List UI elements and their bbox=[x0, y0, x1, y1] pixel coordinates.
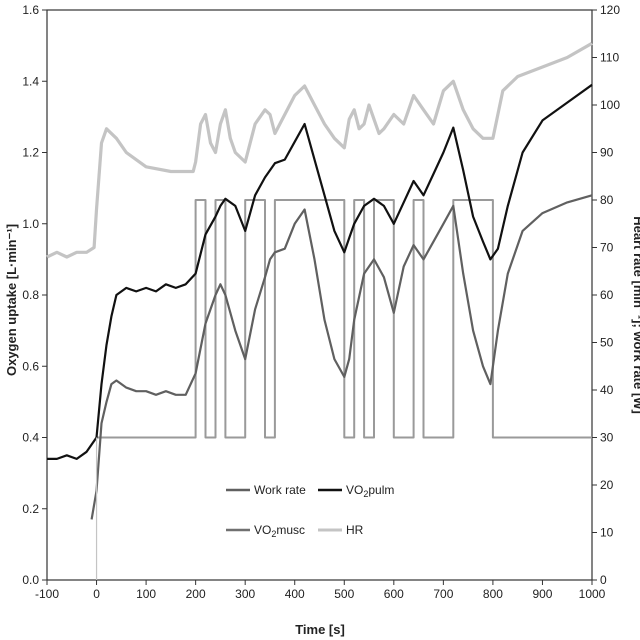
left-y-tick-label: 0.6 bbox=[22, 359, 39, 373]
right-y-tick-label: 80 bbox=[600, 193, 614, 207]
right-y-tick-label: 70 bbox=[600, 241, 614, 255]
right-y-tick-label: 30 bbox=[600, 431, 614, 445]
series-line-hr bbox=[46, 41, 593, 259]
left-y-tick-label: 0.0 bbox=[22, 573, 39, 587]
legend-item-hr: HR bbox=[318, 523, 364, 537]
legend-item-vo2musc: VO2musc bbox=[226, 523, 305, 539]
x-tick-label: 900 bbox=[532, 587, 552, 601]
left-y-tick-label: 1.4 bbox=[22, 74, 39, 88]
legend-label-vo2pulm-sub: 2 bbox=[363, 489, 368, 499]
x-axis-title: Time [s] bbox=[295, 622, 345, 637]
series-layer bbox=[46, 41, 593, 580]
legend: Work rate VO2pulm VO2musc HR bbox=[226, 483, 394, 539]
legend-label-vo2pulm: VO2pulm bbox=[346, 483, 394, 499]
series-line-work-rate bbox=[96, 199, 592, 439]
right-y-tick-label: 20 bbox=[600, 478, 614, 492]
legend-item-work-rate: Work rate bbox=[226, 483, 306, 497]
left-y-tick-label: 1.2 bbox=[22, 146, 39, 160]
x-tick-label: -100 bbox=[35, 587, 59, 601]
right-y-tick-label: 90 bbox=[600, 146, 614, 160]
series-line-vo2musc bbox=[90, 194, 593, 520]
legend-label-vo2musc-sub: 2 bbox=[271, 529, 276, 539]
x-tick-label: 1000 bbox=[579, 587, 606, 601]
legend-label-vo2musc: VO2musc bbox=[254, 523, 305, 539]
left-y-tick-label: 0.4 bbox=[22, 431, 39, 445]
right-y-tick-label: 110 bbox=[600, 51, 619, 65]
right-y-axis-title: Heart rate [min⁻¹]; work rate [W] bbox=[631, 216, 640, 414]
legend-label-vo2pulm-suffix: pulm bbox=[368, 483, 394, 497]
x-tick-label: 500 bbox=[334, 587, 354, 601]
right-y-tick-label: 10 bbox=[600, 526, 614, 540]
x-tick-label: 600 bbox=[384, 587, 404, 601]
x-tick-label: 800 bbox=[483, 587, 503, 601]
right-y-tick-label: 100 bbox=[600, 98, 620, 112]
left-y-tick-label: 1.0 bbox=[22, 217, 39, 231]
left-y-tick-label: 1.6 bbox=[22, 3, 39, 17]
legend-label-vo2musc-main: VO bbox=[254, 523, 271, 537]
right-y-tick-label: 0 bbox=[600, 573, 607, 587]
left-y-tick-label: 0.8 bbox=[22, 288, 39, 302]
right-y-tick-label: 40 bbox=[600, 383, 614, 397]
right-y-tick-label: 50 bbox=[600, 336, 614, 350]
x-tick-label: 300 bbox=[235, 587, 255, 601]
x-tick-label: 0 bbox=[93, 587, 100, 601]
x-tick-label: 200 bbox=[186, 587, 206, 601]
legend-label-vo2musc-suffix: musc bbox=[276, 523, 305, 537]
left-y-axis-title: Oxygen uptake [L·min⁻¹] bbox=[4, 224, 19, 376]
legend-label-work-rate: Work rate bbox=[254, 483, 306, 497]
x-tick-label: 700 bbox=[433, 587, 453, 601]
x-tick-label: 100 bbox=[136, 587, 156, 601]
legend-label-hr: HR bbox=[346, 523, 364, 537]
series-line-vo2pulm bbox=[47, 83, 593, 460]
legend-label-vo2pulm-main: VO bbox=[346, 483, 363, 497]
legend-item-vo2pulm: VO2pulm bbox=[318, 483, 394, 499]
left-y-tick-label: 0.2 bbox=[22, 502, 39, 516]
x-tick-label: 400 bbox=[285, 587, 305, 601]
right-y-tick-label: 60 bbox=[600, 288, 614, 302]
right-y-tick-label: 120 bbox=[600, 3, 620, 17]
axes: -100 0 100 200 300 400 500 600 700 800 900 10000.00… bbox=[22, 3, 620, 601]
